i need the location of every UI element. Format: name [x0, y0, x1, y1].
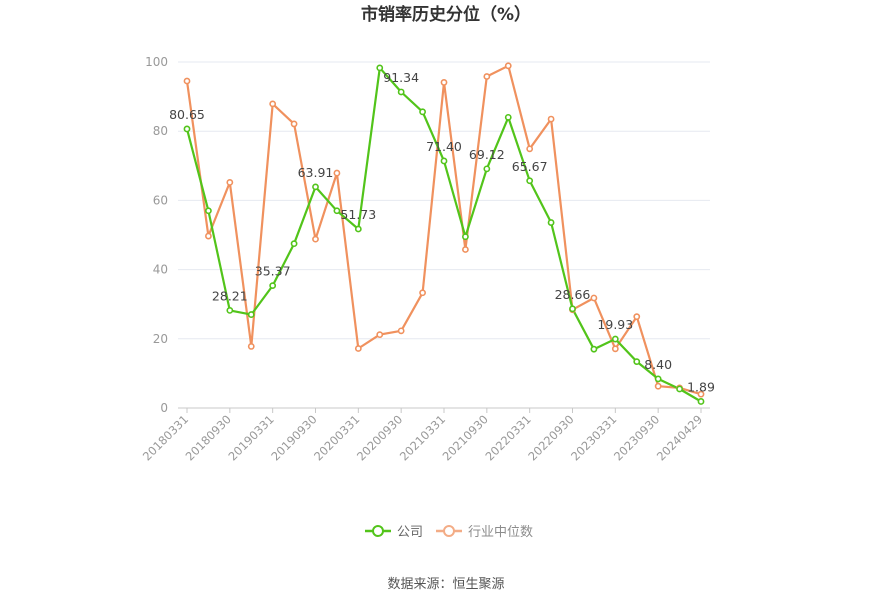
data-point-industry-median	[419, 289, 426, 297]
y-tick-label: 80	[153, 124, 168, 138]
legend-industry-marker	[443, 525, 455, 537]
data-label: 19.93	[597, 317, 633, 332]
x-axis: 2018033120180930201903312019093020200331…	[140, 407, 710, 464]
data-point-industry-median	[526, 145, 534, 153]
data-point-industry-median	[226, 179, 234, 186]
data-point-industry-median	[483, 73, 491, 80]
x-tick-label: 20190331	[225, 412, 276, 463]
data-point-industry-median	[290, 120, 298, 128]
x-tick-label: 20230930	[611, 412, 662, 463]
data-point-company	[654, 375, 662, 383]
data-point-company	[183, 125, 191, 133]
x-tick-label: 20210930	[440, 412, 491, 463]
x-tick-label: 20230331	[568, 412, 619, 463]
legend-company-label: 公司	[397, 525, 423, 540]
data-point-company	[440, 157, 448, 165]
data-point-company	[247, 311, 255, 318]
y-tick-label: 20	[153, 332, 168, 346]
data-point-industry-median	[183, 77, 191, 85]
data-point-company	[333, 207, 341, 215]
y-axis: 0 20 40 60 80 100	[145, 55, 168, 415]
y-tick-label: 0	[160, 401, 168, 415]
data-point-industry-median	[697, 390, 705, 398]
x-tick-label: 20210331	[397, 412, 448, 463]
series-lines	[185, 64, 702, 403]
data-label: 28.66	[555, 287, 591, 302]
data-label: 91.34	[383, 70, 419, 85]
data-point-company	[312, 183, 319, 191]
data-point-company	[569, 305, 576, 313]
data-point-industry-median	[504, 62, 512, 70]
data-point-industry-median	[376, 331, 384, 339]
y-tick-label: 60	[153, 193, 168, 207]
data-point-company	[676, 385, 683, 393]
data-source: 数据来源：恒生聚源	[387, 577, 504, 592]
data-point-industry-median	[440, 79, 448, 86]
y-tick-label: 100	[145, 55, 168, 69]
data-point-company	[397, 88, 405, 96]
data-point-industry-median	[462, 246, 469, 253]
data-point-company	[483, 165, 491, 173]
chart-title: 市销率历史分位（%）	[361, 4, 531, 25]
data-point-industry-median	[354, 345, 362, 352]
data-point-company	[504, 113, 512, 121]
data-label: 35.37	[255, 264, 291, 279]
data-point-company	[269, 282, 277, 290]
data-label: 51.73	[340, 207, 376, 222]
grid-lines	[178, 61, 710, 340]
data-label: 71.40	[426, 139, 462, 154]
data-point-company	[462, 233, 469, 241]
data-point-company	[590, 345, 598, 353]
data-point-industry-median	[269, 100, 277, 108]
y-tick-label: 40	[153, 263, 168, 277]
data-point-company	[697, 398, 705, 405]
data-point-company	[376, 64, 384, 72]
data-label: 65.67	[512, 159, 548, 174]
data-label: 8.40	[644, 357, 672, 372]
legend-industry-label: 行业中位数	[468, 525, 533, 540]
legend-item-company[interactable]: 公司	[365, 525, 423, 540]
data-point-company	[354, 225, 362, 233]
data-point-company	[633, 358, 641, 366]
x-tick-label: 20240429	[654, 412, 705, 463]
data-point-company	[205, 207, 212, 215]
series-line-industry-median	[185, 64, 702, 396]
legend-company-marker	[372, 525, 384, 537]
x-tick-label: 20200331	[311, 412, 362, 463]
legend-item-industry-median[interactable]: 行业中位数	[436, 525, 533, 540]
data-label: 63.91	[298, 165, 334, 180]
x-tick-label: 20200930	[354, 412, 405, 463]
data-point-company	[547, 219, 555, 226]
data-point-company	[526, 177, 534, 185]
series-line-company	[185, 66, 702, 403]
data-point-industry-median	[633, 313, 641, 321]
legend[interactable]: 公司 行业中位数	[365, 525, 533, 540]
data-point-company	[611, 335, 619, 343]
data-point-industry-median	[247, 343, 255, 350]
data-point-industry-median	[611, 345, 619, 353]
data-point-industry-median	[333, 169, 341, 177]
x-tick-label: 20180331	[140, 412, 191, 463]
data-label: 1.89	[687, 379, 715, 394]
x-tick-label: 20190930	[268, 412, 319, 463]
data-point-industry-median	[590, 294, 598, 302]
data-point-company	[226, 306, 234, 314]
series-points	[183, 62, 705, 405]
data-point-company	[419, 108, 426, 116]
data-label: 28.21	[212, 288, 248, 303]
x-tick-label: 20180930	[183, 412, 234, 463]
data-label: 80.65	[169, 107, 205, 122]
data-point-company	[290, 240, 298, 248]
data-point-industry-median	[397, 327, 405, 335]
data-point-industry-median	[312, 235, 319, 243]
data-point-industry-median	[547, 115, 555, 123]
data-point-industry-median	[654, 382, 662, 390]
x-tick-label: 20220930	[525, 412, 576, 463]
data-label: 69.12	[469, 147, 505, 162]
x-tick-label: 20220331	[482, 412, 533, 463]
data-point-industry-median	[205, 232, 212, 240]
data-labels: 80.65 28.21 35.37 63.91 51.73 91.34 71.40 69.12…	[169, 70, 715, 394]
